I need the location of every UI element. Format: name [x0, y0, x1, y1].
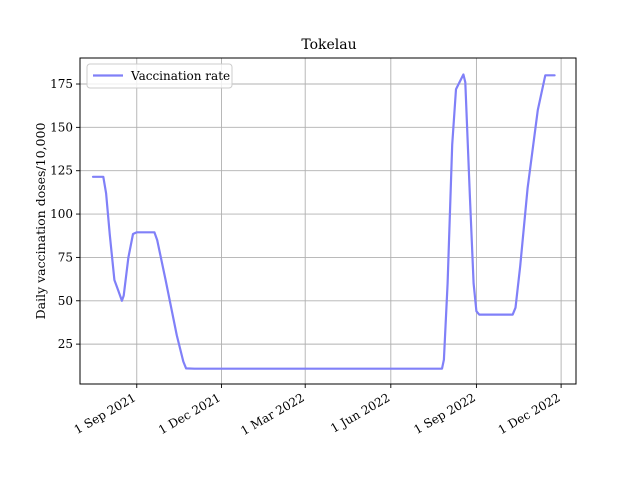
- y-tick-label: 75: [58, 250, 73, 264]
- legend: Vaccination rate: [86, 63, 233, 89]
- legend-entry-label: Vaccination rate: [130, 69, 230, 83]
- series-line-0: [91, 73, 556, 370]
- chart-title: Tokelau: [301, 37, 356, 53]
- plot-area-frame: [79, 57, 577, 385]
- x-tick-label: 1 Sep 2022: [411, 390, 478, 437]
- y-tick-label: 175: [50, 77, 73, 91]
- x-tick-label: 1 Mar 2022: [238, 390, 306, 438]
- x-tick-label: 1 Jun 2022: [328, 390, 392, 435]
- series-layer: [91, 73, 556, 370]
- x-tick-label: 1 Dec 2021: [156, 390, 223, 437]
- y-tick-label: 125: [50, 164, 73, 178]
- x-tick-label: 1 Dec 2022: [496, 390, 563, 437]
- x-tick-label: 1 Sep 2021: [72, 390, 139, 437]
- grid: [80, 58, 576, 384]
- y-tick-label: 100: [50, 207, 73, 221]
- y-axis-label: Daily vaccination doses/10,000: [33, 123, 48, 320]
- legend-box: [86, 63, 233, 89]
- y-tick-label: 150: [50, 120, 73, 134]
- y-tick-label: 25: [58, 337, 73, 351]
- y-tick-label: 50: [58, 294, 73, 308]
